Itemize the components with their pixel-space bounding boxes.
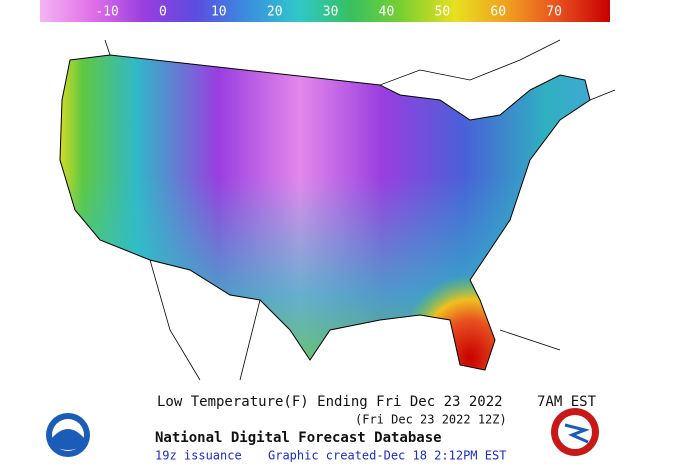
nws-logo (551, 408, 599, 456)
colorbar-tick-label: 50 (435, 5, 451, 20)
created: Graphic created-Dec 18 2:12PM EST (268, 449, 506, 463)
valid-time: 7AM EST (537, 394, 597, 410)
us-outline (59, 54, 591, 371)
colorbar-tick-label: 60 (490, 5, 506, 20)
colorbar (40, 0, 610, 22)
colorbar-tick-label: 40 (379, 5, 395, 20)
colorbar-tick-label: 10 (211, 5, 227, 20)
colorbar-tick-label: 70 (546, 5, 562, 20)
borders (104, 39, 616, 381)
colorbar-tick-label: 30 (323, 5, 339, 20)
colorbar-tick-label: 20 (267, 5, 283, 20)
utc-time: (Fri Dec 23 2022 12Z) (355, 413, 507, 427)
issuance: 19z issuance (155, 449, 242, 463)
colorbar-tick-label: -10 (95, 5, 118, 20)
noaa-logo (46, 413, 90, 457)
colorbar-tick-label: 0 (159, 5, 167, 20)
database: National Digital Forecast Database (155, 430, 442, 446)
title: Low Temperature(F) Ending Fri Dec 23 202… (157, 394, 503, 410)
temperature-field (60, 55, 590, 370)
